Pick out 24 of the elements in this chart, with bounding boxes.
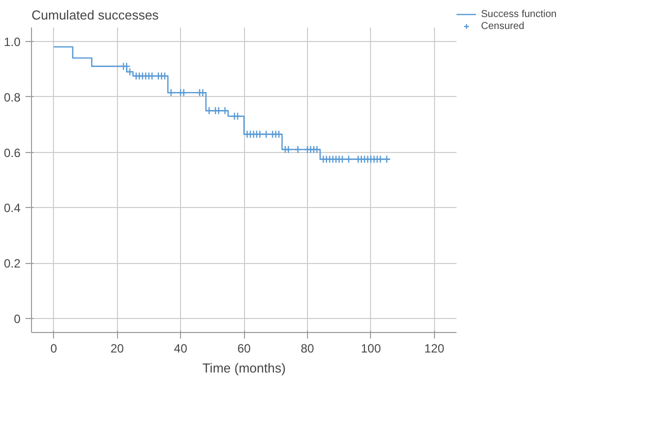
- point: [344, 155, 353, 164]
- y-tick-label: 0.6: [4, 146, 21, 160]
- legend-label: Success function: [481, 8, 557, 20]
- point: [205, 106, 214, 115]
- point: [294, 145, 302, 154]
- legend-label: Censured: [481, 20, 524, 32]
- x-tick-label: 80: [300, 342, 314, 356]
- point: [126, 68, 134, 76]
- x-tick-label: 100: [360, 342, 382, 356]
- x-axis-title: Time (months): [202, 360, 286, 376]
- point: [262, 130, 270, 138]
- y-axis-title: Cumulated successes: [32, 8, 160, 22]
- y-tick-label: 0.8: [4, 90, 21, 104]
- point: [166, 88, 176, 97]
- y-tick-label: 1.0: [4, 34, 21, 49]
- x-tick-label: 40: [174, 342, 188, 356]
- x-tick-label: 120: [424, 342, 445, 356]
- point: [220, 106, 230, 115]
- y-tick-label: 0.2: [4, 256, 21, 271]
- y-tick-label: 0: [14, 312, 21, 326]
- x-tick-label: 60: [237, 342, 251, 356]
- x-tick-label: 20: [110, 342, 124, 356]
- x-tick-label: 0: [50, 342, 58, 356]
- y-tick-label: 0.4: [4, 201, 21, 216]
